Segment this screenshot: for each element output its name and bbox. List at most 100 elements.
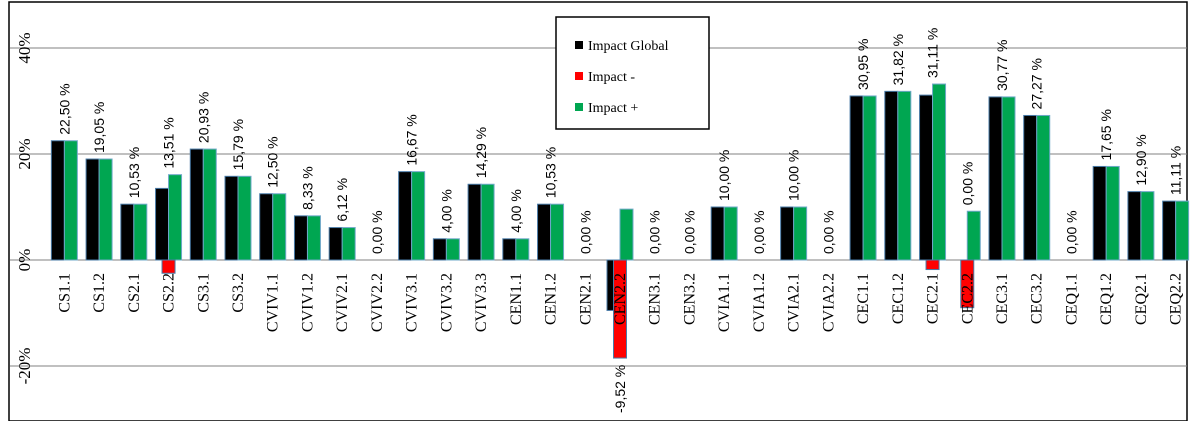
category-label: CEC2.2 [959, 273, 976, 324]
data-label: 0,00 % [647, 210, 663, 254]
category-label: CS3.2 [230, 273, 247, 313]
bar-impact-positive [862, 95, 877, 261]
bar-impact-positive [133, 203, 148, 261]
legend-swatch-global [575, 41, 583, 49]
category-label: CS2.1 [126, 273, 143, 313]
bar-impact-positive [897, 90, 912, 261]
category-label: CS3.1 [195, 273, 212, 313]
category-label: CEQ2.2 [1168, 273, 1185, 325]
data-label: 0,00 % [369, 210, 385, 254]
bar-impact-positive [411, 171, 426, 261]
data-label: 31,82 % [890, 34, 906, 85]
data-label: 20,93 % [195, 92, 211, 143]
bar-impact-global [224, 175, 239, 261]
data-label: 4,00 % [508, 189, 524, 233]
bar-impact-positive [515, 238, 530, 261]
category-label: CEN3.1 [647, 273, 664, 325]
bar-impact-global [919, 94, 934, 261]
bar-impact-global [293, 215, 308, 261]
bar-impact-positive [202, 148, 217, 261]
data-label: 16,67 % [404, 114, 420, 165]
data-label: 31,11 % [925, 28, 941, 78]
category-label: CVIV1.1 [265, 273, 282, 332]
data-label: 10,00 % [786, 150, 802, 201]
data-label: 30,77 % [994, 40, 1010, 91]
bar-impact-global [432, 238, 447, 261]
data-label: -9,52 % [612, 365, 628, 413]
data-labels: 22,50 % 19,05 % 10,53 % 13,51 % 20,93 % 15,79… [56, 28, 1183, 413]
data-label: 19,05 % [91, 102, 107, 153]
bar-impact-positive [723, 206, 738, 261]
legend-swatch-positive [575, 103, 583, 111]
bar-impact-global [502, 238, 517, 261]
category-label: CVIV3.1 [404, 273, 421, 332]
category-label: CEC3.2 [1029, 273, 1046, 324]
bar-impact-global [259, 193, 274, 261]
bar-impact-global [1023, 114, 1038, 261]
legend-swatch-negative [575, 72, 583, 80]
data-label: 12,90 % [1133, 134, 1149, 185]
category-label: CEN2.1 [577, 273, 594, 325]
bar-impact-positive [445, 238, 460, 261]
bar-impact-positive [619, 208, 634, 261]
bar-impact-global [849, 95, 864, 261]
bar-impact-global [398, 171, 413, 261]
bar-impact-global [155, 187, 170, 261]
bar-impact-positive [932, 83, 947, 261]
bar-impact-positive [1140, 191, 1155, 261]
category-label: CEQ1.2 [1098, 273, 1115, 325]
bars [50, 83, 1190, 359]
bar-impact-global [884, 90, 899, 261]
bar-impact-global [1162, 200, 1177, 261]
category-label: CVIV3.3 [473, 273, 490, 332]
category-label: CS1.2 [91, 273, 108, 313]
bar-impact-positive [63, 140, 78, 261]
category-label: CEN3.2 [681, 273, 698, 325]
data-label: 10,53 % [543, 147, 559, 198]
category-label: CEC1.2 [890, 273, 907, 324]
bar-impact-positive [168, 174, 183, 261]
bar-impact-global [328, 227, 343, 261]
legend-label-positive: Impact + [588, 101, 638, 116]
legend: Impact Global Impact - Impact + [555, 16, 710, 130]
data-label: 4,00 % [438, 189, 454, 233]
data-label: 0,00 % [820, 210, 836, 254]
bar-impact-global [50, 140, 65, 261]
bar-impact-negative [613, 259, 627, 359]
legend-label-global: Impact Global [588, 39, 669, 54]
bar-impact-positive [98, 158, 113, 261]
bar-impact-positive [272, 193, 287, 261]
bar-impact-positive [966, 210, 981, 261]
y-tick-label: 0% [15, 249, 34, 272]
bar-impact-positive [1001, 96, 1016, 261]
bar-impact-global [988, 96, 1003, 261]
bar-impact-global [780, 206, 795, 261]
bar-impact-positive [306, 215, 321, 261]
category-label: CVIA1.1 [716, 273, 733, 332]
category-label: CEC3.1 [994, 273, 1011, 324]
category-label: CEN1.1 [508, 273, 525, 325]
data-label: 10,00 % [716, 150, 732, 201]
bar-impact-global [120, 203, 135, 261]
y-tick-label: -20% [15, 348, 34, 385]
bar-impact-global [710, 206, 725, 261]
category-label: CEQ1.1 [1063, 273, 1080, 325]
data-label: 22,50 % [56, 83, 72, 134]
bar-impact-global [1127, 191, 1142, 261]
bar-impact-negative [960, 259, 975, 309]
category-label: CVIV1.2 [299, 273, 316, 332]
data-label: 0,00 % [751, 210, 767, 254]
bar-impact-global [1092, 165, 1107, 261]
category-label: CEN2.2 [612, 273, 629, 325]
data-label: 15,79 % [230, 119, 246, 170]
bar-impact-positive [1175, 200, 1190, 261]
bar-impact-positive [550, 203, 565, 261]
category-label: CEC2.1 [925, 273, 942, 324]
category-label: CS1.1 [56, 273, 73, 313]
data-label: 27,27 % [1029, 58, 1045, 109]
category-label: CEQ2.1 [1133, 273, 1150, 325]
data-label: 0,00 % [959, 162, 975, 206]
bar-impact-positive [341, 227, 356, 261]
data-label: 0,00 % [1063, 210, 1079, 254]
